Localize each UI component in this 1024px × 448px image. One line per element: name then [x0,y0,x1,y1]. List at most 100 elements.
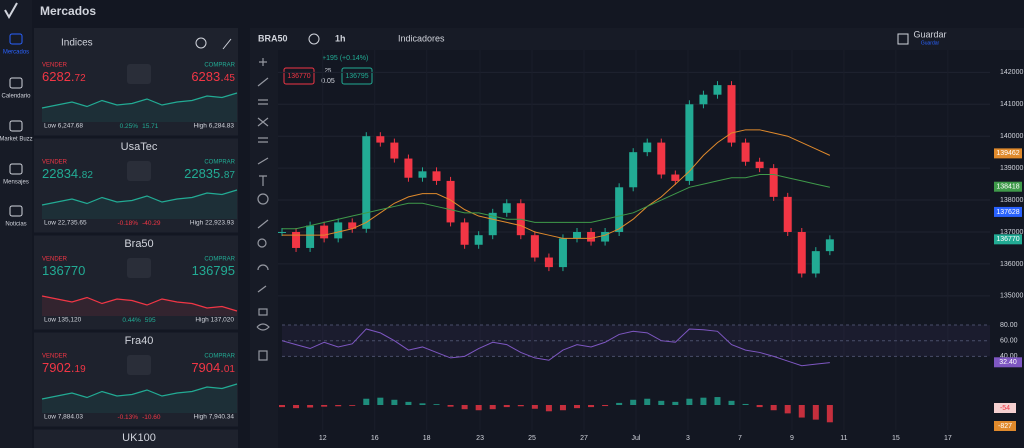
candle [432,171,441,181]
price-tag [994,148,1022,159]
macd-tag-label: -827 [998,423,1012,430]
save[interactable]: Guardar [913,29,946,39]
macd-bar [531,405,538,409]
macd-bar [489,405,496,410]
flag [127,161,151,181]
macd-bar [405,401,412,405]
nav-label[interactable]: Calendario [1,94,31,100]
candle [699,94,708,105]
market-name[interactable]: UK100 [122,432,156,444]
candle [376,136,385,143]
buy-box[interactable] [341,67,373,85]
osc-tick-label: 60.00 [1000,338,1018,345]
candle [348,222,357,229]
market-name[interactable]: Fra40 [125,335,154,347]
sparkline [41,189,238,206]
macd-bar [616,402,623,405]
sell-price[interactable]: 22834.82 [42,166,93,181]
candle [278,231,286,233]
legend-buy[interactable]: 136795 [345,73,368,80]
x-tick-label: 12 [319,435,327,442]
low: Low 6,247.68 [44,123,83,130]
price-tag-label: 136770 [996,236,1019,243]
x-tick-label: 7 [738,435,742,442]
layout-icon[interactable] [897,33,909,45]
sell-price-small: 72 [75,73,87,84]
candle [671,174,680,181]
x-tick-label: 9 [790,435,794,442]
sell-price[interactable]: 7902.19 [42,360,86,375]
buy-price[interactable]: 7904.01 [191,360,235,375]
nav-label[interactable]: Noticias [5,222,26,228]
interval[interactable]: 1h [335,33,346,43]
legend-sell[interactable]: 136770 [287,73,310,80]
nav-icon[interactable] [9,120,23,132]
change-abs: 15.71 [142,123,159,130]
buy-price-small: 87 [224,170,236,181]
sell-price[interactable]: 136770 [42,263,85,278]
low: Low 135,120 [44,317,82,324]
macd-bar [630,399,637,405]
sparkline-area [42,93,237,122]
candle [418,171,427,178]
candle [334,222,343,239]
nav-label[interactable]: Market Buzz [0,137,33,143]
candle [685,104,694,181]
change-pct: -0.13% [117,414,138,421]
market-name[interactable]: UsaTec [121,141,158,153]
nav-icon[interactable] [9,205,23,217]
market-name[interactable]: Bra50 [124,238,153,250]
buy-price[interactable]: 136795 [192,263,235,278]
macd-bar [279,405,285,408]
buy-price[interactable]: 22835.87 [184,166,235,181]
sell-price[interactable]: 6282.72 [42,69,86,84]
nav-label[interactable]: Mercados [3,50,29,56]
macd-bar [784,405,791,414]
indicators[interactable]: Indicadores [398,33,445,43]
y-tick-label: 141000 [1000,101,1023,108]
y-tick-label: 142000 [1000,69,1023,76]
candle [825,239,834,252]
change: -0.13% -10.60 [117,414,160,421]
macd-bar [658,400,665,405]
search-icon[interactable] [195,37,207,49]
osc-line [281,328,830,367]
low: Low 22,735.65 [44,220,87,227]
x-tick-label: Jul [632,435,641,442]
symbol[interactable]: BRA50 [258,33,288,43]
y-tick-label: 135000 [1000,293,1023,300]
nav-icon[interactable] [9,33,23,45]
change: 0.44% 595 [122,317,156,324]
buy-price-main: 22835. [184,166,224,181]
price-tag-label: 137628 [996,209,1019,216]
buy-price-main: 7904. [191,360,224,375]
sell-price-main: 6282. [42,69,75,84]
sell-label: VENDER [42,160,68,166]
macd-bar [363,398,370,405]
panel-tab[interactable]: Indices [61,38,93,49]
macd-bar [391,399,398,405]
x-tick-label: 17 [944,435,952,442]
price-tag [994,234,1022,245]
sparkline-area [42,190,237,219]
nav-label[interactable]: Mensajes [3,180,29,186]
nav-icon[interactable] [9,163,23,175]
sell-box[interactable] [283,67,315,85]
buy-label: COMPRAR [204,160,235,166]
candle [544,257,553,268]
macd-bar [714,397,721,405]
sparkline-area [42,296,237,316]
chart-toolbar[interactable] [250,28,1024,50]
edit-icon[interactable] [222,38,232,50]
candle [713,85,722,95]
legend-spread: 0.05 [321,78,335,85]
sparkline [41,383,238,400]
sell-label: VENDER [42,257,68,263]
add-symbol[interactable] [308,33,320,45]
candle [797,231,806,274]
macd-bar [503,405,510,408]
nav-icon[interactable] [9,77,23,89]
buy-price[interactable]: 6283.45 [191,69,235,84]
macd-bar [686,398,693,405]
